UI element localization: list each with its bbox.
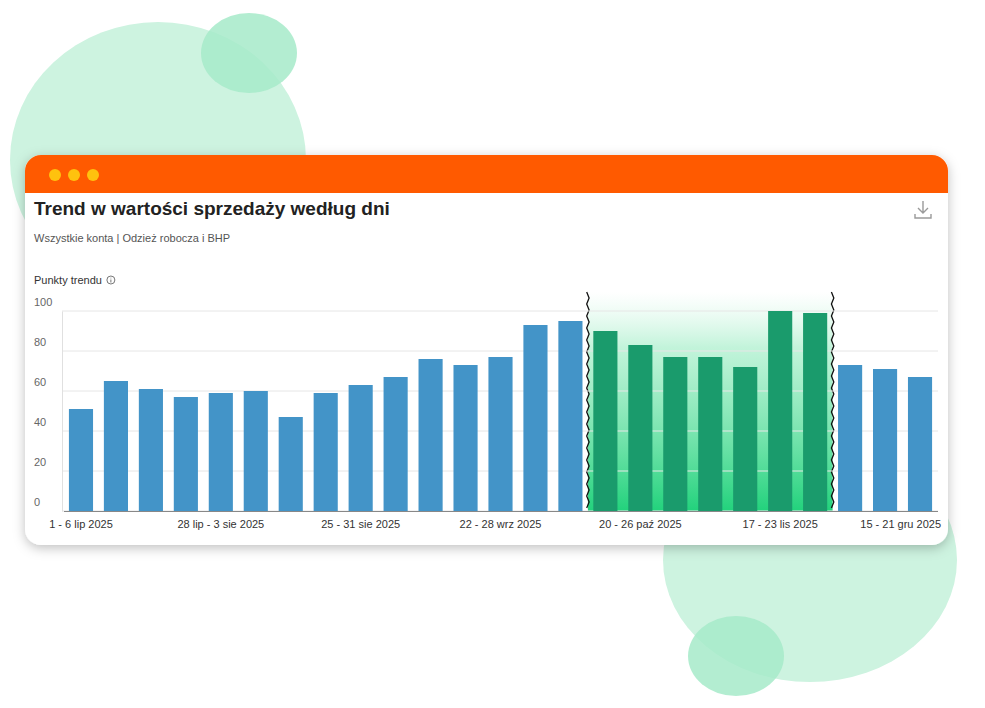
bar [104,381,128,511]
chart-subtitle: Wszystkie konta | Odzież robocza i BHP [34,232,230,244]
download-icon[interactable] [915,201,931,218]
x-tick: 17 - 23 lis 2025 [743,511,818,530]
window-dot [49,169,61,181]
window-dot [87,169,99,181]
x-tick-label: 25 - 31 sie 2025 [321,518,400,530]
deco-circle [201,13,297,93]
y-tick-label: 80 [34,336,46,348]
x-tick: 25 - 31 sie 2025 [321,511,400,530]
bar [488,357,512,511]
x-tick: 15 - 21 gru 2025 [860,511,941,530]
page: Trend w wartości sprzedaży według dni Wsz… [0,0,985,708]
info-circle[interactable] [107,276,115,284]
x-tick-label: 17 - 23 lis 2025 [743,518,818,530]
y-tick-label: 20 [34,456,46,468]
bar [733,367,757,511]
y-tick: 60 [34,376,62,392]
y-tick: 20 [34,456,62,472]
bar [908,377,932,511]
y-tick: 0 [34,496,62,512]
chart-title: Trend w wartości sprzedaży według dni [34,198,390,219]
x-tick-label: 28 lip - 3 sie 2025 [177,518,264,530]
y-tick: 40 [34,416,62,432]
bar [314,393,338,511]
x-tick-label: 20 - 26 paź 2025 [599,518,682,530]
bar [279,417,303,511]
y-tick-label: 0 [34,496,40,508]
x-axis: 1 - 6 lip 2025 28 lip - 3 sie 2025 25 - 31… [49,511,941,530]
bar [419,359,443,511]
download-button[interactable] [915,201,931,218]
y-tick: 100 [34,296,62,312]
y-axis-line [62,312,63,512]
bar [838,365,862,511]
bar [873,369,897,511]
highlight-edge [587,292,589,508]
bar [453,365,477,511]
y-tick: 80 [34,336,62,352]
x-tick: 1 - 6 lip 2025 [49,511,113,530]
bar [628,345,652,511]
info-glyph[interactable] [110,278,111,283]
deco-circle [688,616,784,696]
y-tick-label: 60 [34,376,46,388]
highlight-edge [831,292,833,508]
grid [62,311,938,511]
y-tick-label: 40 [34,416,46,428]
x-tick-label: 22 - 28 wrz 2025 [460,518,542,530]
x-tick-label: 15 - 21 gru 2025 [860,518,941,530]
window-dot [68,169,80,181]
bar [663,357,687,511]
bar [593,331,617,511]
x-tick-label: 1 - 6 lip 2025 [49,518,113,530]
bar [244,391,268,511]
bar [558,321,582,511]
x-axis-line [64,511,938,512]
bar [139,389,163,511]
bar [768,311,792,511]
bar [209,393,233,511]
y-axis: 0 20 40 60 80 100 [34,296,63,512]
bar [523,325,547,511]
grid-line [62,311,938,312]
highlight-band [588,292,833,511]
title-bar [25,155,948,193]
x-tick: 22 - 28 wrz 2025 [460,511,542,530]
x-tick: 28 lip - 3 sie 2025 [177,511,264,530]
decoration [10,13,957,696]
bar [349,385,373,511]
y-tick-label: 100 [34,296,52,308]
y-axis-title: Punkty trendu [34,274,102,286]
bar [384,377,408,511]
bar [69,409,93,511]
bar [803,313,827,511]
bar [698,357,722,511]
card [25,155,948,545]
info-icon[interactable] [107,276,115,284]
bar [174,397,198,511]
bars [69,311,932,511]
x-tick: 20 - 26 paź 2025 [599,511,682,530]
